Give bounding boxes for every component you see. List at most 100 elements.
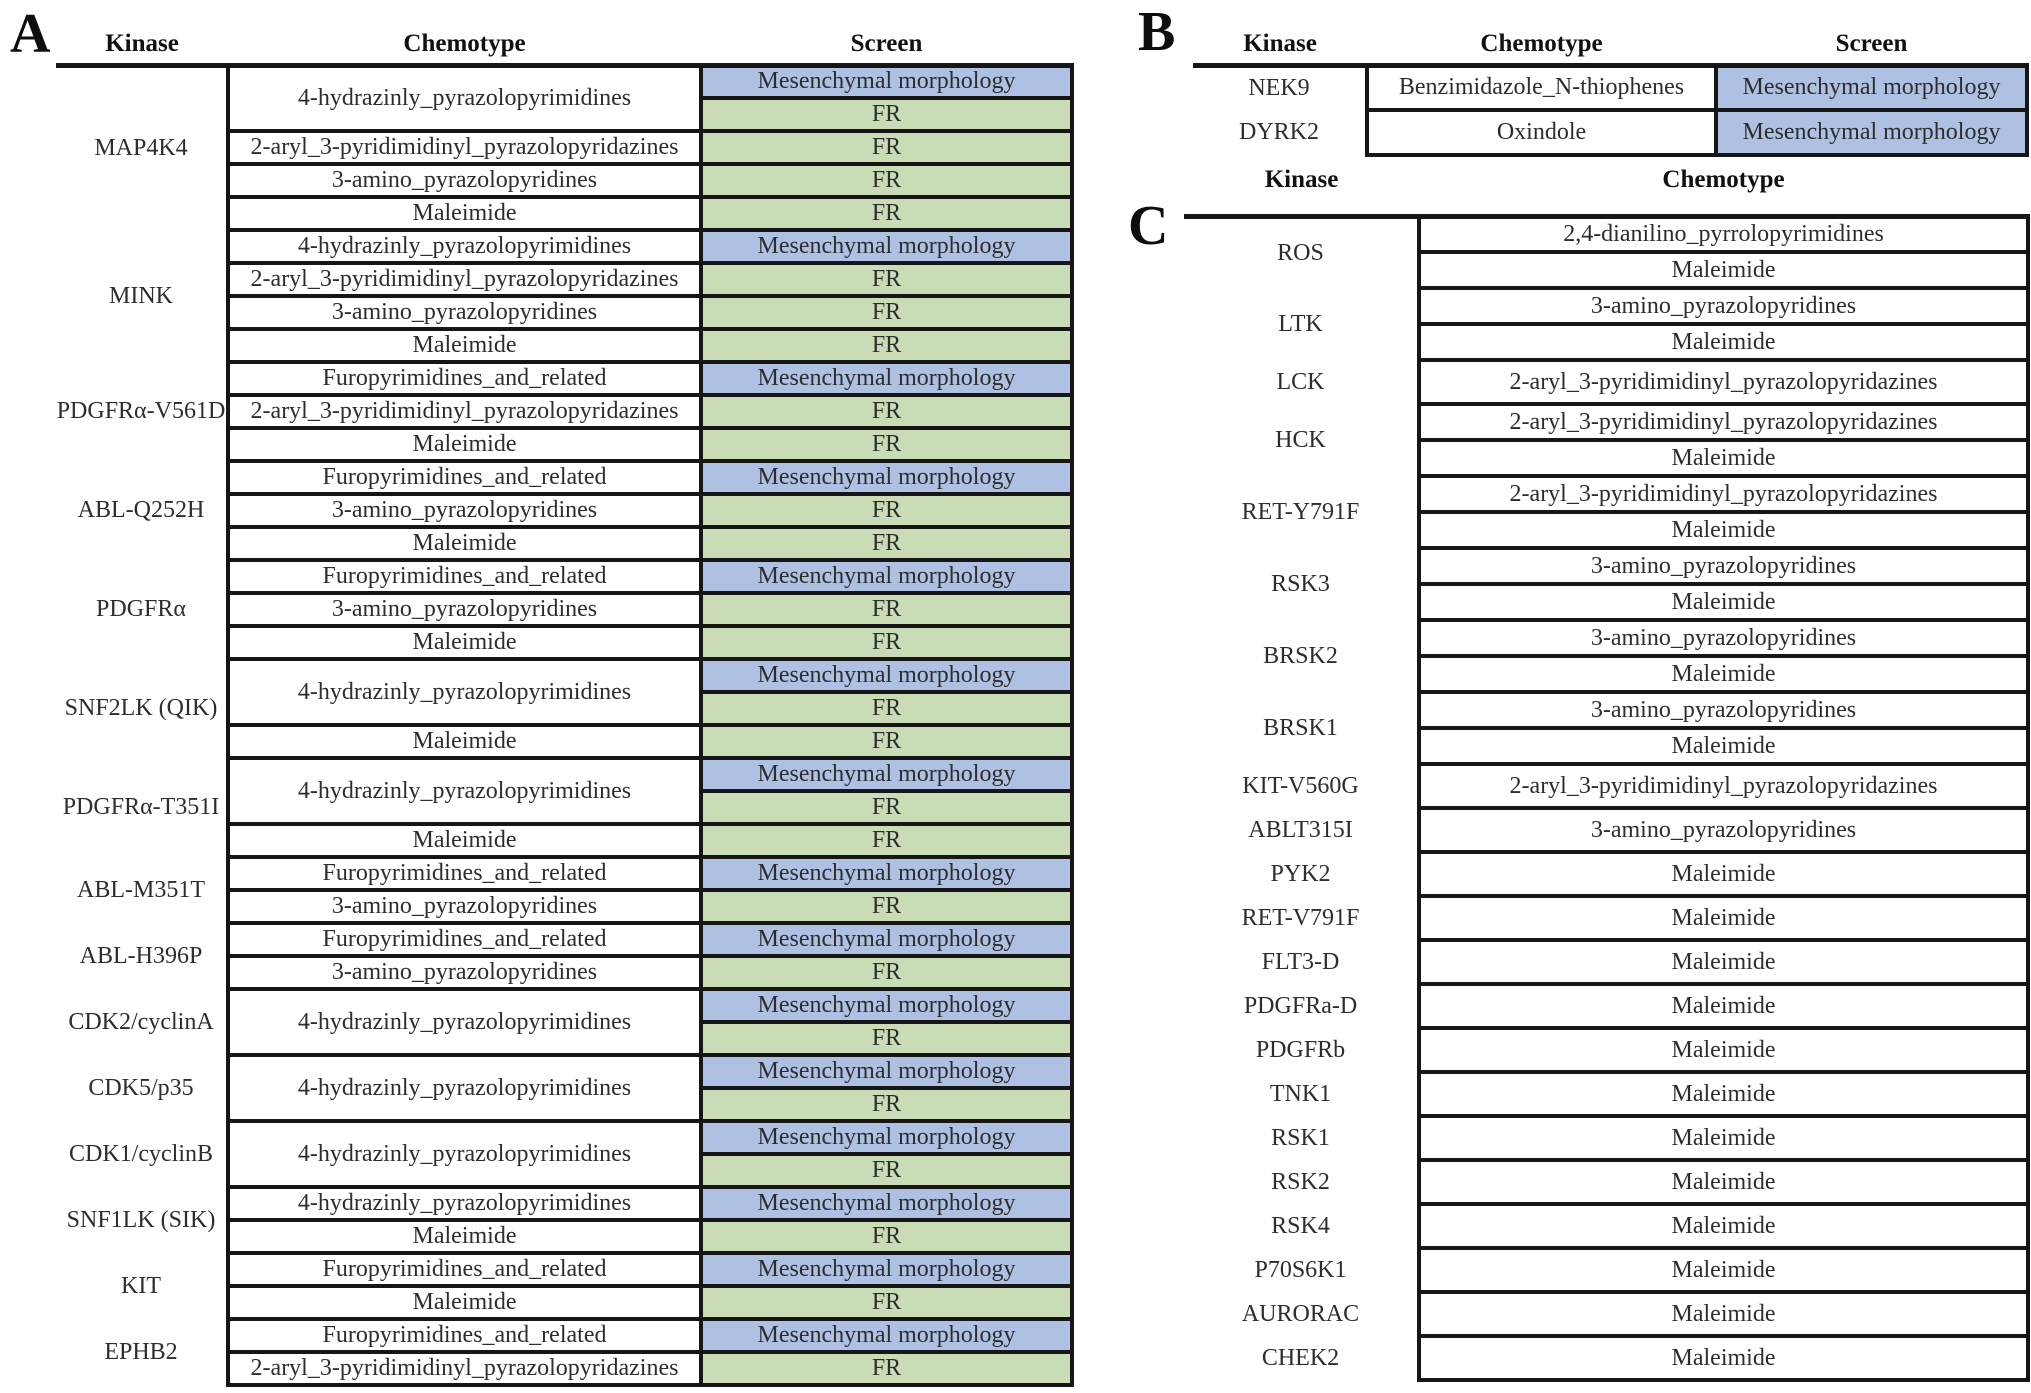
chemotype-cell: Oxindole <box>1365 108 1718 157</box>
table-row: SNF1LK (SIK) 4-hydrazinly_pyrazolopyrimid… <box>56 1185 1074 1233</box>
chemotype-cell: 3-amino_pyrazolopyridines <box>1417 286 2030 326</box>
kinase-cell: MAP4K4 <box>94 135 188 162</box>
kinase-cell: PDGFRα-V561D <box>56 398 226 424</box>
table-row: FR <box>56 690 1074 727</box>
table-row: ABLT315I 3-amino_pyrazolopyridines <box>1184 806 2030 854</box>
panel-c-column-header-kinase: Kinase <box>1184 158 1419 219</box>
chemotype-cell: Maleimide <box>1417 654 2030 694</box>
table-row: 3-amino_pyrazolopyridines FR <box>56 162 1074 199</box>
table-row: 3-amino_pyrazolopyridines FR <box>56 294 1074 331</box>
table-row: FR <box>56 96 1074 133</box>
screen-cell: FR <box>699 129 1074 166</box>
table-row: CDK1/cyclinB 4-hydrazinly_pyrazolopyrimid… <box>56 1119 1074 1189</box>
screen-cell: FR <box>699 393 1074 430</box>
kinase-cell: RSK1 <box>1271 1124 1330 1151</box>
chemotype-cell: Furopyrimidines_and_related <box>226 1251 703 1288</box>
chemotype-cell: Maleimide <box>226 426 703 463</box>
chemotype-cell: 4-hydrazinly_pyrazolopyrimidines <box>226 756 703 826</box>
kinase-cell: LTK <box>1278 310 1323 337</box>
kinase-cell: KIT-V560G <box>1242 772 1359 799</box>
screen-cell: FR <box>699 1218 1074 1255</box>
chemotype-cell: Maleimide <box>1417 1026 2030 1074</box>
table-row: BRSK1 3-amino_pyrazolopyridines <box>1184 690 2030 741</box>
chemotype-cell: 3-amino_pyrazolopyridines <box>1417 690 2030 730</box>
table-row: Maleimide FR <box>56 195 1074 232</box>
table-row: RSK3 3-amino_pyrazolopyridines <box>1184 546 2030 597</box>
kinase-cell: SNF2LK (QIK) <box>64 695 218 721</box>
chemotype-cell: Maleimide <box>1417 1334 2030 1382</box>
table-row: LTK 3-amino_pyrazolopyridines <box>1184 286 2030 337</box>
table-row: 2-aryl_3-pyridimidinyl_pyrazolopyridazin… <box>56 129 1074 166</box>
chemotype-cell: 3-amino_pyrazolopyridines <box>1417 618 2030 658</box>
table-row: Maleimide FR <box>56 525 1074 562</box>
chemotype-cell: 3-amino_pyrazolopyridines <box>226 954 703 991</box>
chemotype-cell: Maleimide <box>226 327 703 364</box>
table-row: PDGFRb Maleimide <box>1184 1026 2030 1074</box>
table-row: FR <box>56 1086 1074 1123</box>
chemotype-cell: 2-aryl_3-pyridimidinyl_pyrazolopyridazin… <box>226 261 703 298</box>
chemotype-cell: 2,4-dianilino_pyrrolopyrimidines <box>1417 214 2030 254</box>
chemotype-cell: Maleimide <box>1417 1290 2030 1338</box>
chemotype-cell: 4-hydrazinly_pyrazolopyrimidines <box>226 987 703 1057</box>
chemotype-cell: 3-amino_pyrazolopyridines <box>1417 546 2030 586</box>
screen-cell: Mesenchymal morphology <box>699 855 1074 892</box>
screen-cell: FR <box>699 1020 1074 1057</box>
screen-cell: Mesenchymal morphology <box>699 987 1074 1024</box>
table-row: PDGFRa-D Maleimide <box>1184 982 2030 1030</box>
screen-cell: FR <box>699 1086 1074 1123</box>
table-row: Maleimide <box>1184 582 2030 622</box>
kinase-cell: ROS <box>1277 239 1324 266</box>
table-row: PDGFRα-T351I 4-hydrazinly_pyrazolopyrimid… <box>56 756 1074 826</box>
chemotype-cell: 2-aryl_3-pyridimidinyl_pyrazolopyridazin… <box>1417 402 2030 442</box>
screen-cell: FR <box>699 888 1074 925</box>
chemotype-cell: Maleimide <box>1417 1114 2030 1162</box>
table-row: Maleimide <box>1184 438 2030 478</box>
table-row: Maleimide <box>1184 322 2030 362</box>
chemotype-cell: Maleimide <box>1417 438 2030 478</box>
panel-b-column-header-kinase: Kinase <box>1193 28 1367 68</box>
kinase-cell: DYRK2 <box>1238 119 1319 145</box>
chemotype-cell: Benzimidazole_N-thiophenes <box>1365 63 1718 112</box>
screen-cell: FR <box>699 591 1074 628</box>
kinase-cell: ABL-Q252H <box>77 497 205 523</box>
table-row: TNK1 Maleimide <box>1184 1070 2030 1118</box>
kinase-cell: RSK2 <box>1271 1168 1330 1195</box>
panel-c-label: C <box>1128 195 1169 257</box>
screen-cell: Mesenchymal morphology <box>699 228 1074 265</box>
table-row: EPHB2 Furopyrimidines_and_related Mesenchy… <box>56 1317 1074 1365</box>
screen-cell: Mesenchymal morphology <box>699 1119 1074 1156</box>
chemotype-cell: 3-amino_pyrazolopyridines <box>226 492 703 529</box>
screen-cell: FR <box>699 525 1074 562</box>
screen-cell: Mesenchymal morphology <box>699 459 1074 496</box>
kinase-cell: BRSK2 <box>1263 642 1338 669</box>
panel-b-label: B <box>1138 1 1176 63</box>
chemotype-cell: Furopyrimidines_and_related <box>226 459 703 496</box>
table-row: ABL-Q252H Furopyrimidines_and_related Mese… <box>56 459 1074 523</box>
table-row: Maleimide FR <box>56 723 1074 760</box>
chemotype-cell: Maleimide <box>1417 582 2030 622</box>
chemotype-cell: 4-hydrazinly_pyrazolopyrimidines <box>226 1185 703 1222</box>
kinase-cell: RET-Y791F <box>1241 498 1360 525</box>
screen-cell: Mesenchymal morphology <box>699 1317 1074 1354</box>
chemotype-cell: 2-aryl_3-pyridimidinyl_pyrazolopyridazin… <box>226 129 703 166</box>
chemotype-cell: 2-aryl_3-pyridimidinyl_pyrazolopyridazin… <box>1417 762 2030 810</box>
kinase-cell: RET-V791F <box>1241 904 1360 931</box>
screen-cell: FR <box>699 492 1074 529</box>
screen-cell: FR <box>699 1152 1074 1189</box>
kinase-cell: RSK4 <box>1271 1212 1330 1239</box>
kinase-cell: FLT3-D <box>1261 948 1340 975</box>
table-row: Maleimide FR <box>56 624 1074 661</box>
chemotype-cell: Maleimide <box>1417 850 2030 898</box>
screen-cell: FR <box>699 195 1074 232</box>
table-row: PDGFRα Furopyrimidines_and_related Mesench… <box>56 558 1074 622</box>
chemotype-cell: Maleimide <box>226 723 703 760</box>
panel-a-column-header-screen: Screen <box>701 28 1072 68</box>
screen-cell: Mesenchymal morphology <box>699 1251 1074 1288</box>
chemotype-cell: Maleimide <box>1417 250 2030 290</box>
chemotype-cell: Furopyrimidines_and_related <box>226 360 703 397</box>
kinase-cell: PYK2 <box>1270 860 1331 887</box>
chemotype-cell: Maleimide <box>1417 938 2030 986</box>
table-row: PYK2 Maleimide <box>1184 850 2030 898</box>
table-row: HCK 2-aryl_3-pyridimidinyl_pyrazolopyrida… <box>1184 402 2030 453</box>
